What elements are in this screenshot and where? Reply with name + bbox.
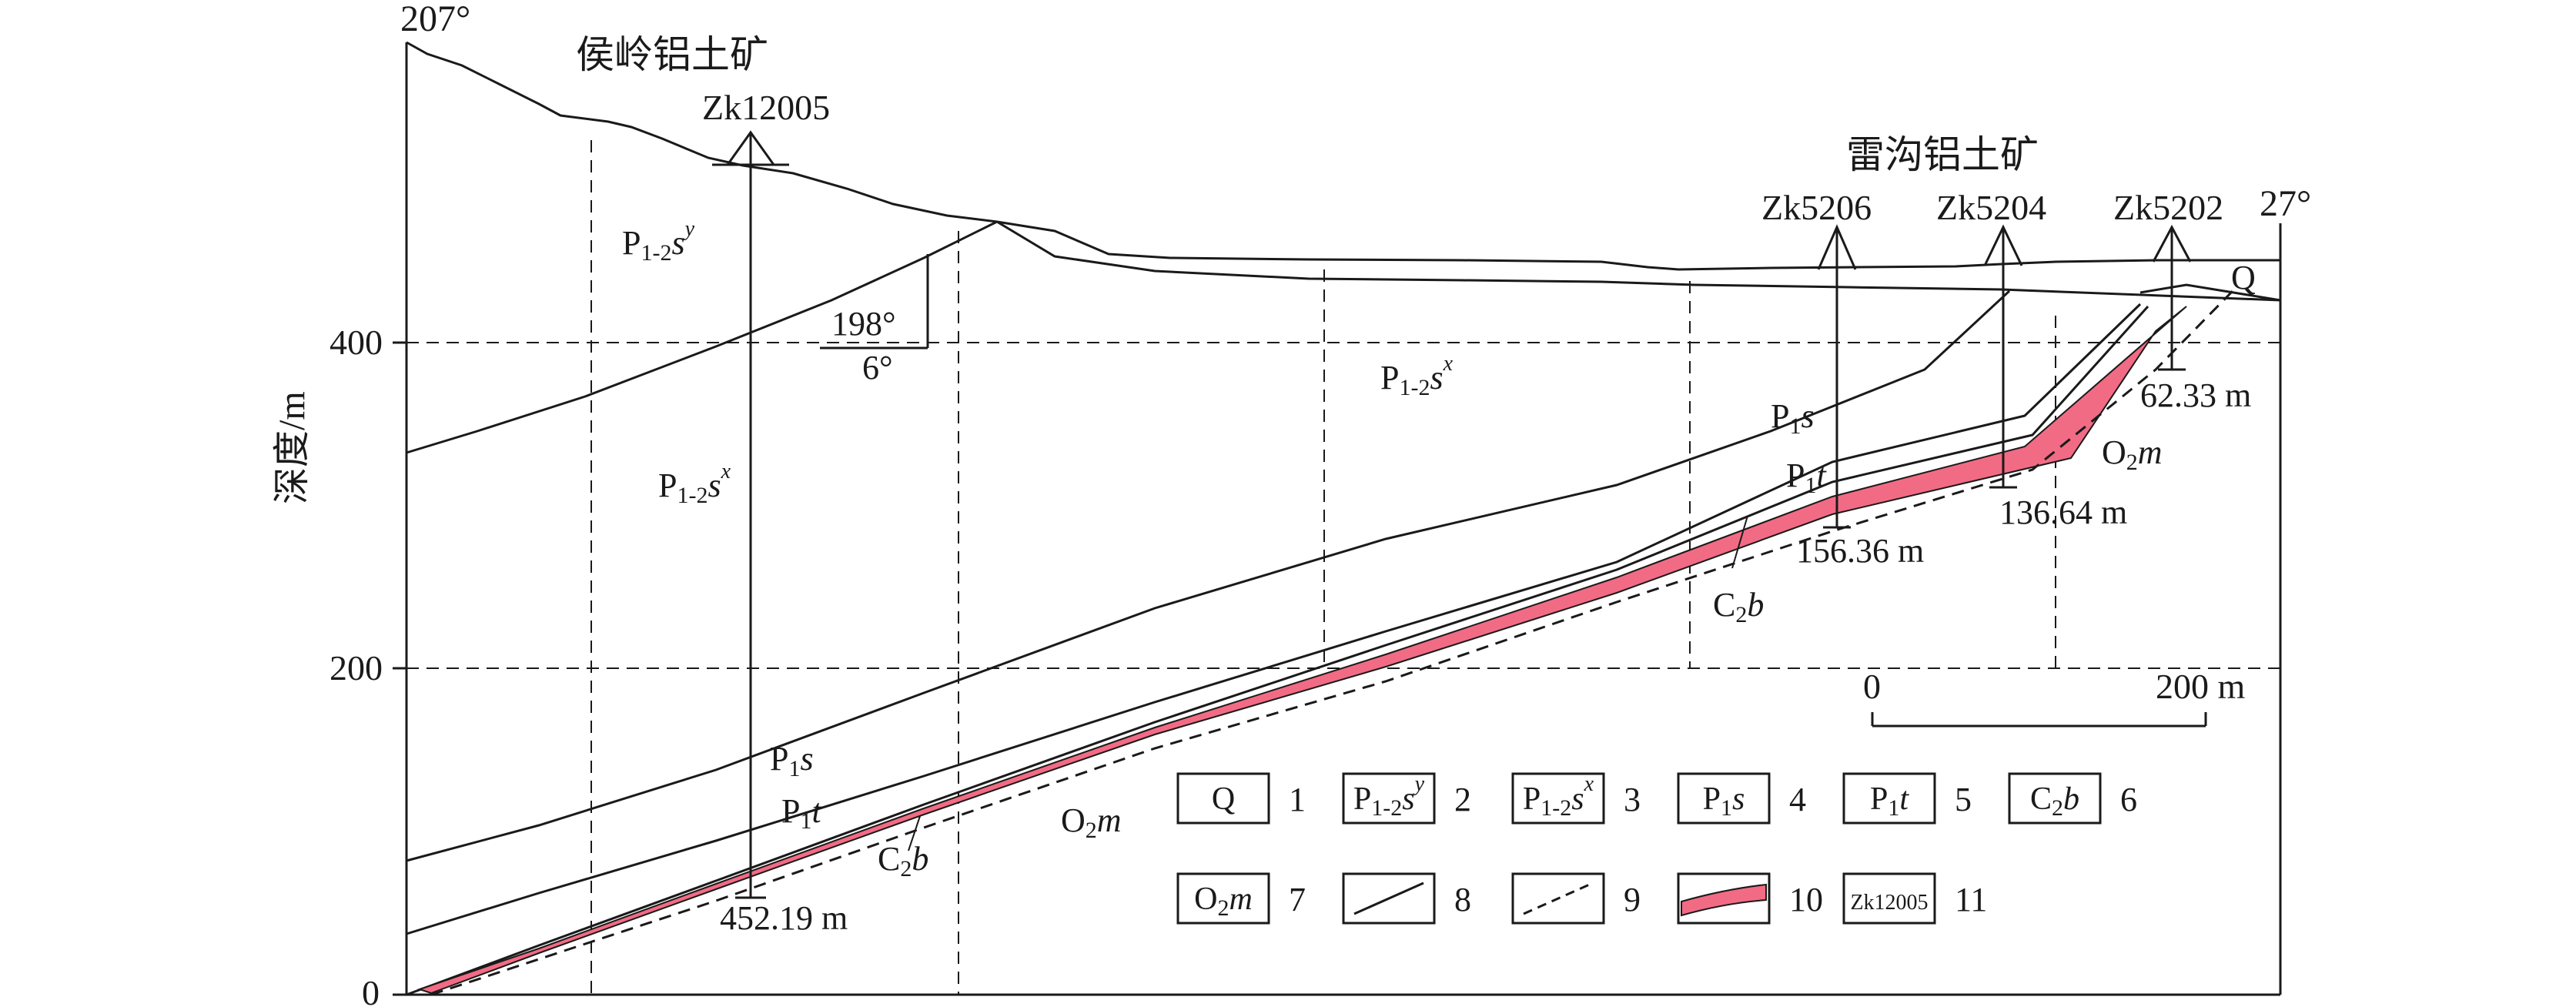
- legend-item-4: P1s 4: [1677, 772, 1806, 825]
- legend-box: [1176, 872, 1270, 925]
- strata-q-right: Q: [2231, 259, 2256, 296]
- legend-symbol: Q: [1212, 781, 1235, 817]
- legend-item-5: P1t 5: [1842, 772, 1972, 825]
- legend-box: [1511, 772, 1605, 825]
- legend-box: [1176, 772, 1270, 825]
- scale-bar-end: 200 m: [2156, 667, 2246, 706]
- strata-p12sy-left: P1-2sy: [622, 217, 695, 266]
- y-tick-0: 0: [362, 973, 380, 1007]
- scale-bar: [1871, 712, 2207, 728]
- legend-box: [1342, 772, 1436, 825]
- contact-p1t-c2b: [406, 305, 2149, 996]
- topographic-surface: [406, 41, 2280, 271]
- strata-c2b-right: C2b: [1713, 586, 1764, 627]
- legend-symbol: P1s: [1703, 781, 1745, 821]
- legend-item-10: 10: [1677, 872, 1823, 925]
- legend-item-6: C2b 6: [2008, 772, 2137, 825]
- strata-p12sx-left: P1-2sx: [658, 460, 731, 508]
- vertical-grid: [590, 140, 2056, 995]
- legend-symbol: O2m: [1194, 882, 1253, 921]
- legend-number: 2: [1454, 781, 1471, 818]
- legend-item-9: 9: [1511, 872, 1641, 925]
- q-base-line: [996, 220, 2281, 302]
- strata-p1t-left: P1t: [781, 792, 822, 834]
- strata-p12sx-center: P1-2sx: [1380, 352, 1454, 400]
- scale-bar-start: 0: [1863, 667, 1881, 706]
- left-azimuth: 207°: [400, 0, 470, 39]
- attitude-dip-angle: 6°: [862, 349, 893, 386]
- ore-body: [417, 306, 2187, 995]
- attitude-symbol: [820, 254, 929, 350]
- borehole-zk5202-depth: 62.33 m: [2140, 376, 2251, 414]
- strata-o2m-left: O2m: [1061, 801, 1122, 843]
- legend-number: 6: [2120, 781, 2137, 818]
- legend-box: [1342, 872, 1436, 925]
- borehole-zk12005-depth: 452.19 m: [720, 899, 848, 937]
- leader-lines: [908, 515, 1748, 851]
- right-azimuth: 27°: [2260, 183, 2311, 224]
- legend-item-7: O2m 7: [1176, 872, 1306, 925]
- legend-number: 9: [1624, 881, 1641, 918]
- legend-number: 4: [1789, 781, 1806, 818]
- y-tick-400: 400: [330, 323, 383, 362]
- legend-dashed-line: [1523, 882, 1594, 915]
- strata-c2b-left: C2b: [878, 840, 928, 882]
- attitude-dip-direction: 198°: [831, 305, 896, 343]
- legend-number: 10: [1789, 881, 1823, 918]
- legend-box: [1677, 872, 1771, 925]
- y-tick-200: 200: [330, 648, 383, 688]
- legend-item-2: P1-2sy 2: [1342, 772, 1471, 825]
- borehole-zk12005-label: Zk12005: [702, 88, 830, 127]
- legend-symbol: P1t: [1870, 781, 1909, 821]
- borehole-zk5206: [1817, 224, 1857, 529]
- legend-symbol: P1-2sx: [1523, 772, 1594, 821]
- legend-solid-line: [1353, 882, 1424, 915]
- legend-box: [1842, 772, 1936, 825]
- borehole-zk5204-label: Zk5204: [1936, 188, 2046, 227]
- legend-symbol: C2b: [2030, 781, 2079, 821]
- legend-number: 1: [1289, 781, 1306, 818]
- strata-o2m-right: O2m: [2102, 433, 2163, 475]
- legend-ore-swatch: [1681, 883, 1767, 917]
- mine-houling: 侯岭铝土矿: [576, 33, 768, 76]
- legend-box: [1677, 772, 1771, 825]
- legend-number: 11: [1955, 881, 1987, 918]
- legend-item-3: P1-2sx 3: [1511, 772, 1641, 825]
- borehole-zk5204-depth: 136.64 m: [1999, 493, 2127, 531]
- contact-p1s-p1t: [406, 303, 2142, 935]
- legend-symbol: P1-2sy: [1353, 772, 1425, 821]
- legend-number: 7: [1289, 881, 1306, 918]
- borehole-zk5202: [2152, 224, 2192, 371]
- legend-item-11: Zk12005 11: [1842, 872, 1987, 925]
- strata-p1t-right: P1t: [1786, 457, 1827, 498]
- legend-box: [2008, 772, 2102, 825]
- legend-number: 8: [1454, 881, 1471, 918]
- contact-p12sx-p1s: [406, 289, 2011, 862]
- legend-symbol: Zk12005: [1850, 891, 1928, 915]
- q-lens: [2139, 283, 2281, 302]
- y-axis-label: 深度/m: [272, 391, 313, 504]
- legend-number: 3: [1624, 781, 1641, 818]
- borehole-zk5206-label: Zk5206: [1761, 188, 1872, 227]
- borehole-zk5204: [1983, 224, 2023, 489]
- contact-p12sy-p12sx: [406, 220, 998, 454]
- contact-c2b-o2m: [430, 289, 2234, 996]
- legend-number: 5: [1955, 781, 1972, 818]
- strata-p1s-left: P1s: [770, 740, 814, 781]
- horizontal-grid: [406, 342, 2280, 669]
- borehole-zk12005: [712, 130, 789, 899]
- borehole-zk5202-label: Zk5202: [2113, 188, 2223, 227]
- mine-leigou: 雷沟铝土矿: [1846, 133, 2039, 176]
- legend-box: [1842, 872, 1936, 925]
- legend-item-8: 8: [1342, 872, 1471, 925]
- legend-box: [1511, 872, 1605, 925]
- borehole-zk5206-depth: 156.36 m: [1796, 532, 1924, 570]
- strata-p1s-right: P1s: [1771, 397, 1815, 439]
